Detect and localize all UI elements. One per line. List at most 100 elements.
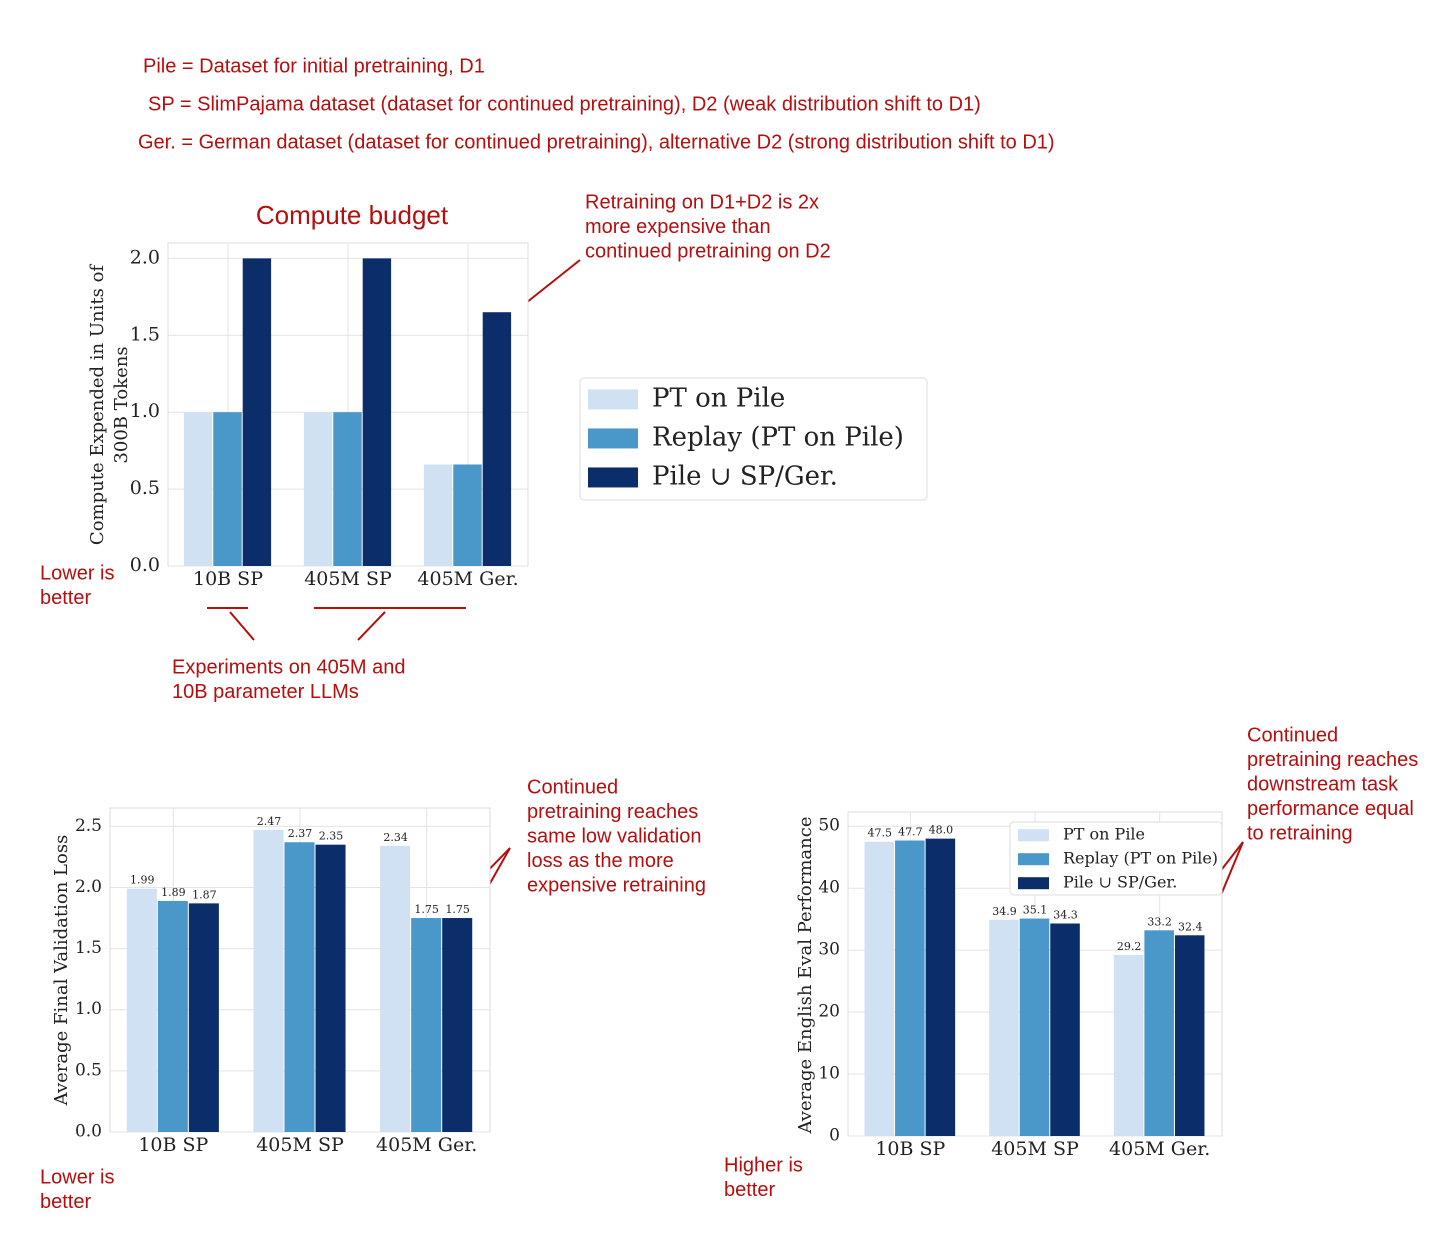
annotation: downstream task <box>1247 773 1399 795</box>
bar <box>188 903 219 1132</box>
data-label: 48.0 <box>929 824 954 837</box>
x-tick-label: 405M SP <box>991 1138 1079 1160</box>
legend-label: Pile ∪ SP/Ger. <box>652 461 838 491</box>
annotation: to retraining <box>1247 823 1353 845</box>
bar <box>411 918 442 1132</box>
data-label: 47.5 <box>868 827 893 840</box>
legend-label: Pile ∪ SP/Ger. <box>1063 873 1177 892</box>
legend-box <box>579 377 928 501</box>
y-tick-label: 10 <box>818 1064 840 1084</box>
data-label: 1.89 <box>161 886 186 899</box>
annotation: pretraining reaches <box>527 801 698 823</box>
bar <box>183 412 213 566</box>
y-tick-label: 2.5 <box>75 816 102 836</box>
data-label: 29.2 <box>1117 940 1142 953</box>
bar <box>989 919 1019 1136</box>
annotation: same low validation <box>527 825 702 847</box>
note: SP = SlimPajama dataset (dataset for con… <box>148 93 981 115</box>
legend-box <box>1009 821 1223 896</box>
data-label: 1.75 <box>414 903 439 916</box>
x-tick-label: 405M SP <box>304 568 392 590</box>
data-label: 2.34 <box>383 831 408 844</box>
chart-title: Compute budget <box>256 200 449 230</box>
annotation: better <box>40 587 91 609</box>
legend-label: Replay (PT on Pile) <box>1063 849 1218 868</box>
legend-label: PT on Pile <box>1063 825 1145 844</box>
bar <box>1144 930 1174 1136</box>
bar <box>1174 935 1205 1136</box>
y-axis-label: Compute Expended in Units of <box>87 264 108 545</box>
data-label: 2.35 <box>319 830 344 843</box>
annotation: Lower is <box>40 1166 114 1188</box>
annotation: more expensive than <box>585 216 771 238</box>
bar <box>303 412 333 566</box>
legend-swatch <box>1018 853 1049 866</box>
y-axis-label: Average Final Validation Loss <box>51 835 72 1107</box>
legend-swatch <box>588 428 638 449</box>
annotation-line <box>229 611 255 641</box>
data-label: 34.9 <box>992 905 1017 918</box>
legend-swatch <box>1018 877 1049 890</box>
bar <box>453 464 482 566</box>
bar <box>362 258 392 566</box>
bar <box>1019 918 1050 1136</box>
legend-label: PT on Pile <box>652 383 785 413</box>
y-tick-label: 40 <box>818 878 840 898</box>
bar <box>157 900 188 1132</box>
annotation: Higher is <box>724 1154 803 1176</box>
bar <box>895 840 925 1136</box>
data-label: 2.37 <box>288 827 313 840</box>
annotation: continued pretraining on D2 <box>585 240 831 262</box>
legend-label: Replay (PT on Pile) <box>652 422 904 452</box>
bar <box>315 844 346 1132</box>
x-tick-label: 405M Ger. <box>417 568 518 590</box>
annotation: loss as the more <box>527 850 674 872</box>
x-tick-label: 10B SP <box>138 1134 208 1156</box>
y-tick-label: 0.0 <box>130 554 160 576</box>
bar <box>925 838 956 1136</box>
bar <box>213 412 242 566</box>
annotation: better <box>724 1179 775 1201</box>
data-label: 1.75 <box>445 903 470 916</box>
x-tick-label: 405M Ger. <box>376 1134 477 1156</box>
annotation: better <box>40 1191 91 1213</box>
legend-swatch <box>1018 829 1049 842</box>
annotation: Lower is <box>40 562 114 584</box>
bar <box>442 918 473 1132</box>
bar <box>333 412 362 566</box>
x-tick-label: 405M Ger. <box>1109 1138 1210 1160</box>
x-tick-label: 10B SP <box>193 568 263 590</box>
bar <box>380 845 411 1132</box>
y-tick-label: 1.5 <box>75 938 102 958</box>
bar <box>126 888 157 1132</box>
data-label: 1.87 <box>192 888 217 901</box>
y-tick-label: 2.0 <box>130 246 160 268</box>
data-label: 33.2 <box>1147 915 1172 928</box>
y-axis-label: 300B Tokens <box>111 346 132 463</box>
annotation: Retraining on D1+D2 is 2x <box>585 191 819 213</box>
y-tick-label: 1.5 <box>130 323 160 345</box>
bar <box>1050 923 1080 1136</box>
data-label: 34.3 <box>1053 909 1078 922</box>
data-label: 32.4 <box>1178 920 1203 933</box>
y-tick-label: 30 <box>818 940 840 960</box>
y-tick-label: 50 <box>818 816 840 836</box>
bar <box>253 830 284 1132</box>
y-tick-label: 0.5 <box>130 477 160 499</box>
data-label: 2.47 <box>257 815 282 828</box>
note: Pile = Dataset for initial pretraining, … <box>143 55 485 77</box>
bar <box>284 842 315 1132</box>
y-axis-label: Average English Eval Performance <box>795 817 816 1135</box>
legend-swatch <box>588 389 638 410</box>
y-tick-label: 0 <box>829 1126 840 1146</box>
annotation: performance equal <box>1247 798 1414 820</box>
note: Ger. = German dataset (dataset for conti… <box>138 131 1055 153</box>
y-tick-label: 0.5 <box>75 1060 102 1080</box>
annotation: Experiments on 405M and <box>172 656 405 678</box>
legend-swatch <box>588 467 638 488</box>
data-label: 35.1 <box>1023 904 1048 917</box>
annotation: Continued <box>527 776 618 798</box>
annotation-line <box>357 611 386 641</box>
